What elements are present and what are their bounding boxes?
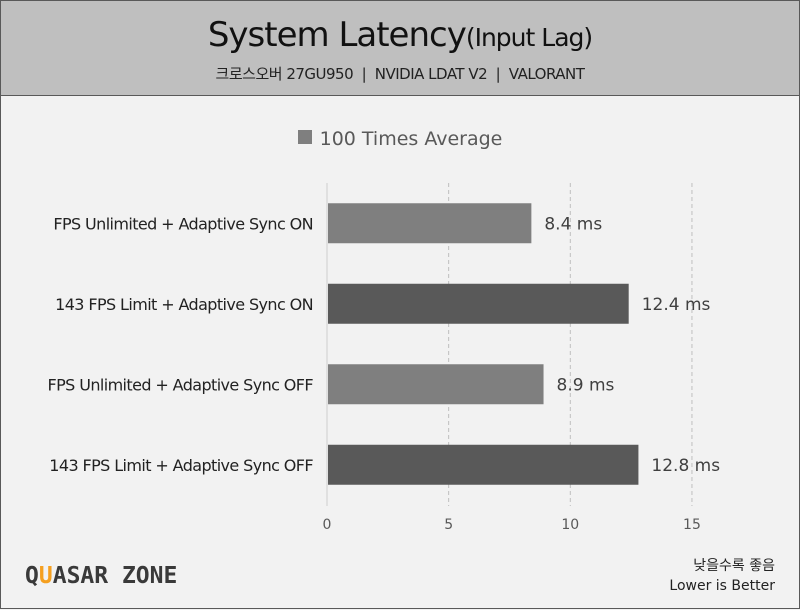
data-label: 12.4 ms — [642, 295, 711, 315]
bar — [328, 203, 532, 244]
legend-label: 100 Times Average — [319, 128, 503, 150]
bar — [328, 283, 629, 324]
title-main: System Latency — [207, 15, 467, 55]
lower-is-better-note: 낮을수록 좋음 Lower is Better — [669, 556, 775, 596]
category-label: FPS Unlimited + Adaptive Sync ON — [53, 214, 313, 233]
x-tick-label: 0 — [323, 517, 332, 533]
category-label: 143 FPS Limit + Adaptive Sync OFF — [49, 456, 313, 475]
data-label: 8.4 ms — [544, 214, 602, 234]
data-label: 8.9 ms — [557, 375, 615, 395]
category-label: FPS Unlimited + Adaptive Sync OFF — [48, 375, 314, 394]
chart-title: System Latency(Input Lag) — [1, 15, 799, 55]
legend-swatch — [297, 130, 312, 144]
legend: 100 Times Average — [1, 128, 799, 150]
category-label: 143 FPS Limit + Adaptive Sync ON — [55, 295, 313, 314]
bar — [328, 364, 544, 405]
x-tick-label: 10 — [561, 517, 579, 533]
x-tick-label: 5 — [444, 517, 453, 533]
quasarzone-logo: QUASAR ZONE — [25, 563, 178, 589]
bar — [328, 444, 639, 485]
note-korean: 낮을수록 좋음 — [693, 558, 775, 574]
note-english: Lower is Better — [669, 578, 775, 594]
title-paren: (Input Lag) — [465, 23, 593, 52]
chart-header: System Latency(Input Lag) 크로스오버 27GU950 … — [1, 1, 799, 96]
data-label: 12.8 ms — [651, 456, 720, 476]
x-tick-label: 15 — [683, 517, 701, 533]
chart-subtitle: 크로스오버 27GU950 | NVIDIA LDAT V2 | VALORAN… — [215, 65, 585, 83]
